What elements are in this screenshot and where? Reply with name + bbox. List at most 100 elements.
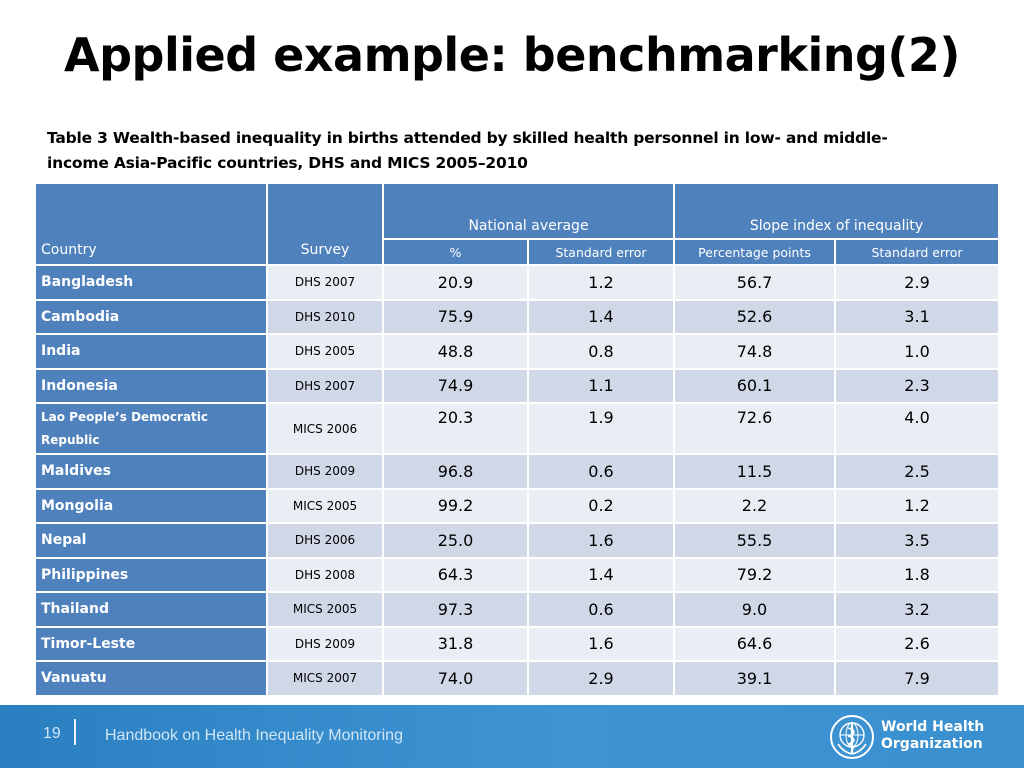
header-percent: % [382, 238, 529, 266]
national-se-cell: 0.8 [526, 333, 676, 370]
national-se-cell: 0.6 [526, 591, 676, 628]
slope-se-cell: 1.8 [834, 556, 1001, 593]
national-average-cell: 99.2 [382, 487, 529, 524]
who-emblem-icon [830, 715, 874, 759]
org-name-line-1: World Health [881, 719, 985, 735]
org-name-line-2: Organization [881, 736, 983, 752]
table-row: Timor-Leste DHS 2009 31.8 1.6 64.6 2.6 [34, 625, 1001, 662]
slope-index-cell: 74.8 [673, 333, 837, 370]
handbook-title: Handbook on Health Inequality Monitoring [105, 727, 403, 744]
national-average-cell: 31.8 [382, 625, 529, 662]
slope-index-cell: 2.2 [673, 487, 837, 524]
national-se-cell: 0.6 [526, 453, 676, 490]
header-percentage-points: Percentage points [673, 238, 837, 266]
table-row: Philippines DHS 2008 64.3 1.4 79.2 1.8 [34, 556, 1001, 593]
national-average-cell: 48.8 [382, 333, 529, 370]
table-row: Vanuatu MICS 2007 74.0 2.9 39.1 7.9 [34, 660, 1001, 697]
slope-index-cell: 56.7 [673, 264, 837, 301]
country-cell: Indonesia [34, 367, 268, 404]
caption-line-2: income Asia-Pacific countries, DHS and M… [47, 154, 528, 172]
national-se-cell: 1.6 [526, 625, 676, 662]
slope-se-cell: 1.2 [834, 487, 1001, 524]
slope-index-cell: 72.6 [673, 402, 837, 455]
table-row: Mongolia MICS 2005 99.2 0.2 2.2 1.2 [34, 487, 1001, 524]
survey-cell: DHS 2009 [266, 625, 384, 662]
slope-se-cell: 4.0 [834, 402, 1001, 455]
survey-cell: MICS 2005 [266, 487, 384, 524]
header-national-average: National average [381, 182, 676, 240]
table-row: Maldives DHS 2009 96.8 0.6 11.5 2.5 [34, 453, 1001, 490]
national-average-cell: 20.9 [382, 264, 529, 301]
country-cell: Mongolia [34, 487, 268, 524]
slope-se-cell: 2.3 [834, 367, 1001, 404]
national-average-cell: 74.9 [382, 367, 529, 404]
national-se-cell: 1.2 [526, 264, 676, 301]
table-row: Cambodia DHS 2010 75.9 1.4 52.6 3.1 [34, 298, 1001, 335]
national-average-cell: 20.3 [382, 402, 529, 455]
survey-cell: DHS 2010 [266, 298, 384, 335]
slope-se-cell: 7.9 [834, 660, 1001, 697]
header-slope-index: Slope index of inequality [673, 182, 1001, 240]
slope-se-cell: 1.0 [834, 333, 1001, 370]
country-cell: Thailand [34, 591, 268, 628]
slope-index-cell: 55.5 [673, 522, 837, 559]
survey-cell: MICS 2007 [266, 660, 384, 697]
table-row: Thailand MICS 2005 97.3 0.6 9.0 3.2 [34, 591, 1001, 628]
slide-title: Applied example: benchmarking(2) [64, 28, 960, 82]
national-average-cell: 75.9 [382, 298, 529, 335]
slope-se-cell: 3.2 [834, 591, 1001, 628]
national-se-cell: 2.9 [526, 660, 676, 697]
country-name-line-2: Republic [41, 432, 100, 447]
slope-se-cell: 3.1 [834, 298, 1001, 335]
footer-bar: 19 Handbook on Health Inequality Monitor… [0, 705, 1024, 768]
table-row: Indonesia DHS 2007 74.9 1.1 60.1 2.3 [34, 367, 1001, 404]
slope-index-cell: 9.0 [673, 591, 837, 628]
survey-cell: DHS 2008 [266, 556, 384, 593]
country-cell: Philippines [34, 556, 268, 593]
header-standard-error: Standard error [526, 238, 676, 266]
slope-index-cell: 52.6 [673, 298, 837, 335]
slope-index-cell: 64.6 [673, 625, 837, 662]
slope-index-cell: 79.2 [673, 556, 837, 593]
survey-cell: DHS 2006 [266, 522, 384, 559]
country-cell: India [34, 333, 268, 370]
national-se-cell: 1.1 [526, 367, 676, 404]
national-average-cell: 97.3 [382, 591, 529, 628]
table-row: Bangladesh DHS 2007 20.9 1.2 56.7 2.9 [34, 264, 1001, 301]
country-cell: Cambodia [34, 298, 268, 335]
national-average-cell: 64.3 [382, 556, 529, 593]
survey-cell: DHS 2007 [266, 367, 384, 404]
country-cell: Vanuatu [34, 660, 268, 697]
header-standard-error-2: Standard error [834, 238, 1001, 266]
country-cell: Nepal [34, 522, 268, 559]
slope-se-cell: 2.6 [834, 625, 1001, 662]
national-se-cell: 1.4 [526, 556, 676, 593]
national-se-cell: 1.6 [526, 522, 676, 559]
national-se-cell: 1.4 [526, 298, 676, 335]
national-se-cell: 1.9 [526, 402, 676, 455]
survey-cell: MICS 2006 [266, 402, 384, 455]
caption-line-1: Table 3 Wealth-based inequality in birth… [47, 129, 888, 147]
country-name-line-1: Lao People’s Democratic [41, 409, 209, 424]
table-row: India DHS 2005 48.8 0.8 74.8 1.0 [34, 333, 1001, 370]
slope-index-cell: 60.1 [673, 367, 837, 404]
table-row: Lao People’s Democratic Republic MICS 20… [34, 402, 1001, 455]
slope-se-cell: 2.9 [834, 264, 1001, 301]
table-caption: Table 3 Wealth-based inequality in birth… [47, 126, 987, 176]
inequality-table: Country Survey National average Slope in… [34, 182, 1001, 697]
footer-divider [74, 719, 76, 745]
national-average-cell: 74.0 [382, 660, 529, 697]
slope-se-cell: 2.5 [834, 453, 1001, 490]
header-country: Country [34, 182, 268, 266]
national-se-cell: 0.2 [526, 487, 676, 524]
country-cell: Maldives [34, 453, 268, 490]
table-row: Nepal DHS 2006 25.0 1.6 55.5 3.5 [34, 522, 1001, 559]
header-survey: Survey [266, 182, 384, 266]
national-average-cell: 96.8 [382, 453, 529, 490]
survey-cell: DHS 2009 [266, 453, 384, 490]
slope-index-cell: 39.1 [673, 660, 837, 697]
survey-cell: DHS 2005 [266, 333, 384, 370]
slope-se-cell: 3.5 [834, 522, 1001, 559]
survey-cell: MICS 2005 [266, 591, 384, 628]
country-cell: Timor-Leste [34, 625, 268, 662]
